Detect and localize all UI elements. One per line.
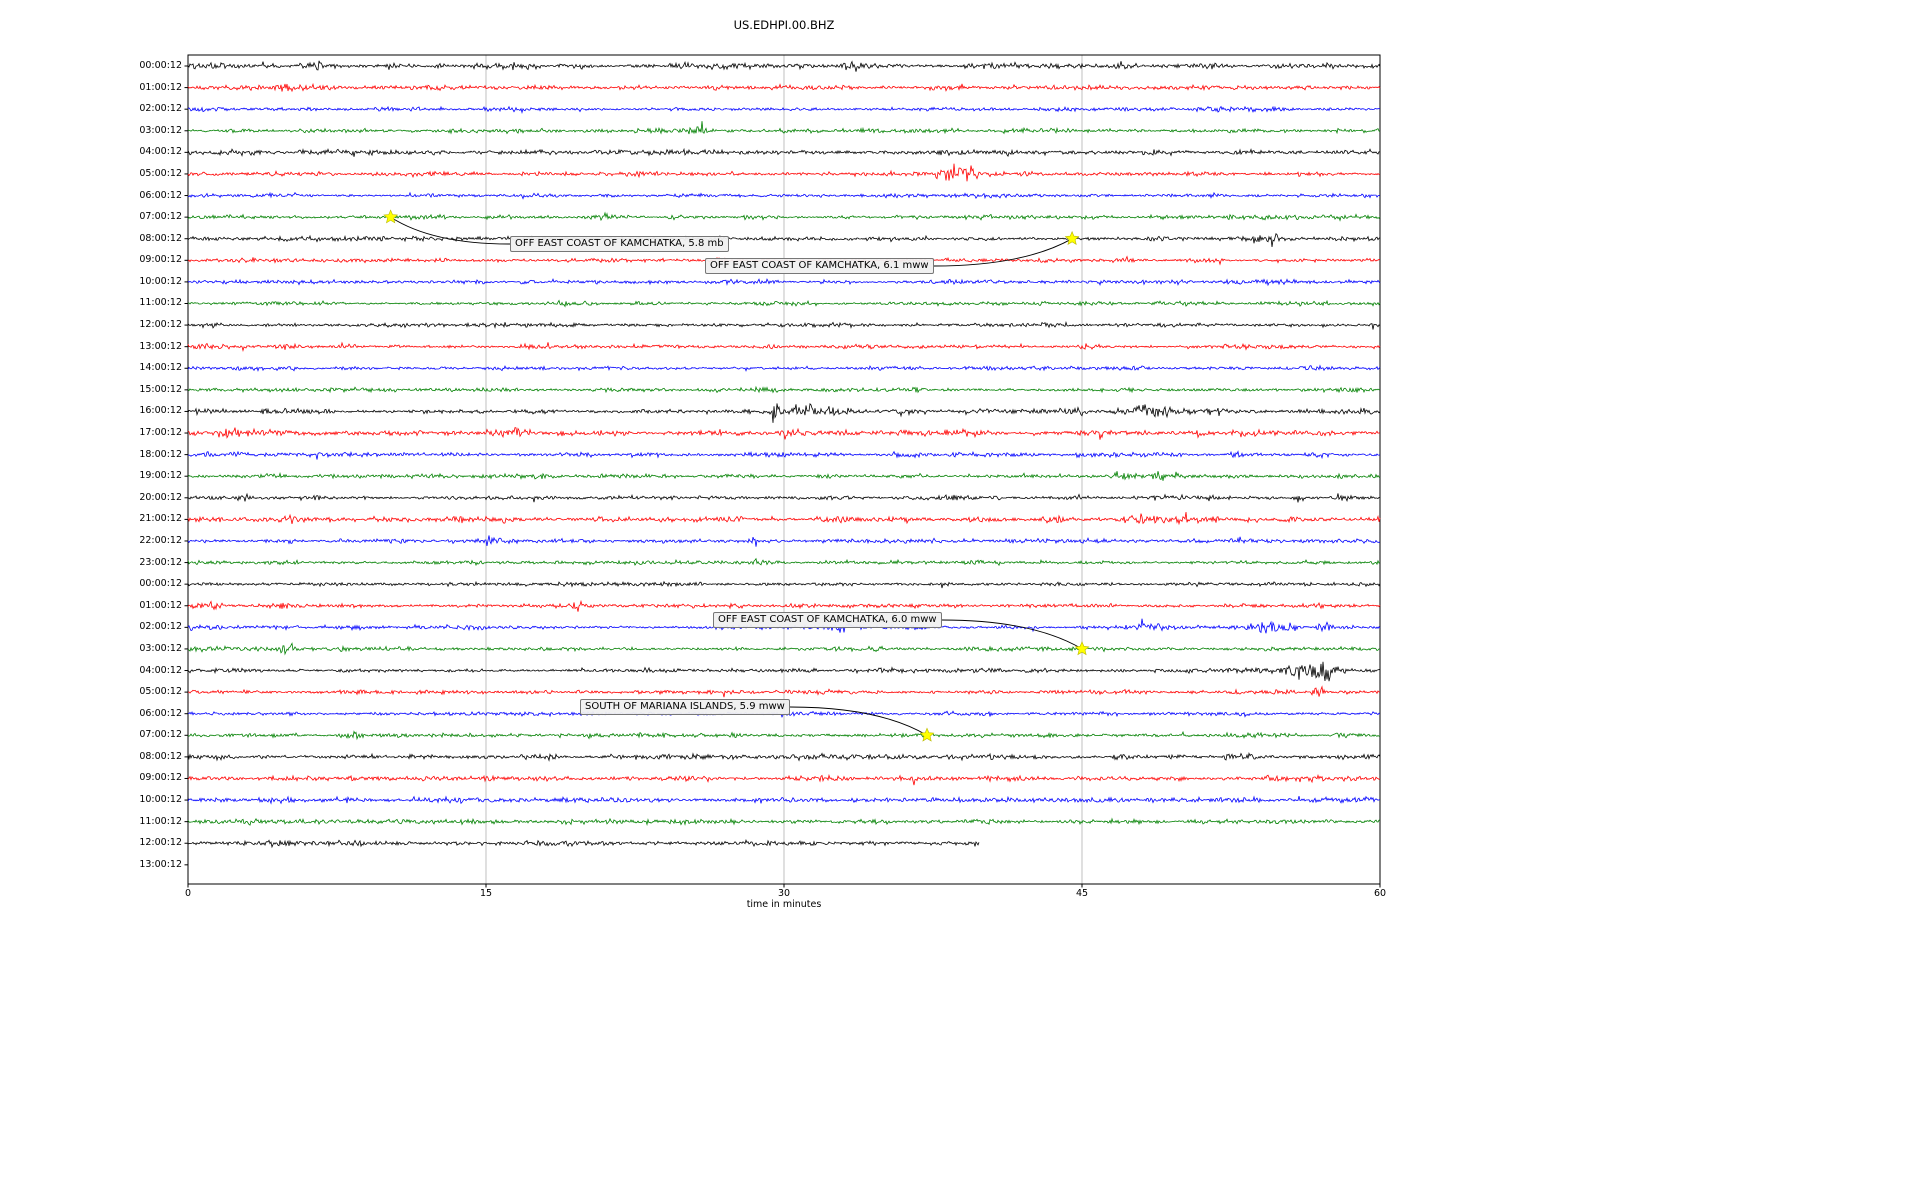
y-tick-label: 08:00:12 bbox=[139, 232, 182, 244]
seismogram-trace bbox=[187, 730, 1381, 741]
y-tick-label: 11:00:12 bbox=[139, 297, 182, 309]
y-tick-label: 15:00:12 bbox=[139, 383, 182, 395]
seismogram-trace bbox=[187, 511, 1381, 526]
event-annotation: OFF EAST COAST OF KAMCHATKA, 6.0 mww bbox=[713, 612, 942, 628]
seismogram-trace bbox=[187, 471, 1381, 481]
event-star-marker bbox=[919, 727, 935, 742]
seismogram-trace bbox=[187, 364, 1381, 372]
seismogram-trace bbox=[187, 795, 1381, 805]
event-star-marker bbox=[1074, 641, 1090, 656]
y-tick-label: 19:00:12 bbox=[139, 470, 182, 482]
seismogram-trace bbox=[187, 661, 1381, 682]
y-tick-label: 22:00:12 bbox=[139, 534, 182, 546]
y-tick-label: 12:00:12 bbox=[139, 837, 182, 849]
seismogram-trace bbox=[187, 557, 1381, 567]
seismogram-trace bbox=[187, 427, 1381, 440]
event-annotation: OFF EAST COAST OF KAMCHATKA, 5.8 mb bbox=[510, 236, 729, 252]
seismogram-trace bbox=[187, 642, 1381, 656]
seismogram-trace bbox=[187, 191, 1381, 200]
seismogram-trace bbox=[187, 232, 1381, 247]
event-connector-line bbox=[933, 238, 1073, 267]
seismogram-trace bbox=[187, 599, 1381, 612]
y-tick-label: 03:00:12 bbox=[139, 124, 182, 136]
y-tick-label: 21:00:12 bbox=[139, 513, 182, 525]
y-tick-label: 06:00:12 bbox=[139, 707, 182, 719]
y-tick-label: 03:00:12 bbox=[139, 642, 182, 654]
seismogram-trace bbox=[187, 685, 1380, 698]
seismogram-trace bbox=[187, 450, 1381, 460]
y-tick-label: 01:00:12 bbox=[139, 81, 182, 93]
x-tick-label: 30 bbox=[777, 888, 791, 899]
seismogram-trace bbox=[187, 163, 1381, 182]
y-tick-label: 02:00:12 bbox=[139, 103, 182, 115]
event-star-marker bbox=[383, 209, 399, 224]
seismogram-trace bbox=[187, 817, 1381, 826]
y-tick-label: 18:00:12 bbox=[139, 448, 182, 460]
y-tick-label: 07:00:12 bbox=[139, 211, 182, 223]
x-tick-label: 45 bbox=[1075, 888, 1089, 899]
y-tick-label: 06:00:12 bbox=[139, 189, 182, 201]
x-axis-label: time in minutes bbox=[746, 899, 822, 910]
seismogram-trace bbox=[187, 839, 980, 849]
seismogram-trace bbox=[187, 773, 1381, 786]
y-tick-label: 04:00:12 bbox=[139, 146, 182, 158]
y-tick-label: 20:00:12 bbox=[139, 491, 182, 503]
seismogram-trace bbox=[187, 535, 1381, 547]
y-tick-label: 00:00:12 bbox=[139, 578, 182, 590]
seismogram-trace bbox=[187, 121, 1381, 135]
seismogram-trace bbox=[187, 147, 1381, 157]
y-tick-label: 16:00:12 bbox=[139, 405, 182, 417]
y-tick-label: 07:00:12 bbox=[139, 729, 182, 741]
seismogram-trace bbox=[187, 60, 1381, 72]
x-tick-label: 60 bbox=[1373, 888, 1387, 899]
y-tick-label: 17:00:12 bbox=[139, 427, 182, 439]
y-tick-label: 09:00:12 bbox=[139, 254, 182, 266]
y-tick-label: 09:00:12 bbox=[139, 772, 182, 784]
seismogram-trace bbox=[188, 299, 1381, 308]
y-tick-label: 13:00:12 bbox=[139, 858, 182, 870]
seismogram-trace bbox=[187, 341, 1381, 353]
y-tick-label: 10:00:12 bbox=[139, 275, 182, 287]
y-tick-label: 11:00:12 bbox=[139, 815, 182, 827]
y-tick-label: 02:00:12 bbox=[139, 621, 182, 633]
y-tick-label: 14:00:12 bbox=[139, 362, 182, 374]
seismogram-trace bbox=[187, 618, 1381, 634]
seismogram-trace bbox=[187, 752, 1381, 762]
y-tick-label: 13:00:12 bbox=[139, 340, 182, 352]
y-tick-label: 04:00:12 bbox=[139, 664, 182, 676]
y-tick-label: 23:00:12 bbox=[139, 556, 182, 568]
event-connector-line bbox=[941, 619, 1083, 650]
seismogram-trace bbox=[187, 492, 1381, 503]
y-tick-label: 01:00:12 bbox=[139, 599, 182, 611]
event-connector-line bbox=[390, 216, 511, 245]
seismogram-trace bbox=[187, 403, 1381, 423]
seismogram-trace bbox=[187, 105, 1381, 115]
seismogram-trace bbox=[187, 385, 1381, 394]
plot-title: US.EDHPI.00.BHZ bbox=[733, 18, 835, 32]
x-tick-label: 0 bbox=[184, 888, 192, 899]
y-tick-label: 10:00:12 bbox=[139, 794, 182, 806]
event-annotation: SOUTH OF MARIANA ISLANDS, 5.9 mww bbox=[580, 699, 790, 715]
seismogram-trace bbox=[187, 278, 1381, 287]
seismogram-trace bbox=[187, 82, 1381, 93]
seismogram-trace bbox=[187, 320, 1381, 330]
y-tick-label: 05:00:12 bbox=[139, 686, 182, 698]
seismogram-trace bbox=[187, 580, 1381, 589]
event-connector-line bbox=[789, 706, 928, 736]
event-annotation: OFF EAST COAST OF KAMCHATKA, 6.1 mww bbox=[705, 258, 934, 274]
y-tick-label: 12:00:12 bbox=[139, 319, 182, 331]
y-tick-label: 00:00:12 bbox=[139, 60, 182, 71]
x-tick-label: 15 bbox=[479, 888, 493, 899]
y-tick-label: 05:00:12 bbox=[139, 167, 182, 179]
event-star-marker bbox=[1064, 230, 1080, 246]
y-tick-label: 08:00:12 bbox=[139, 750, 182, 762]
